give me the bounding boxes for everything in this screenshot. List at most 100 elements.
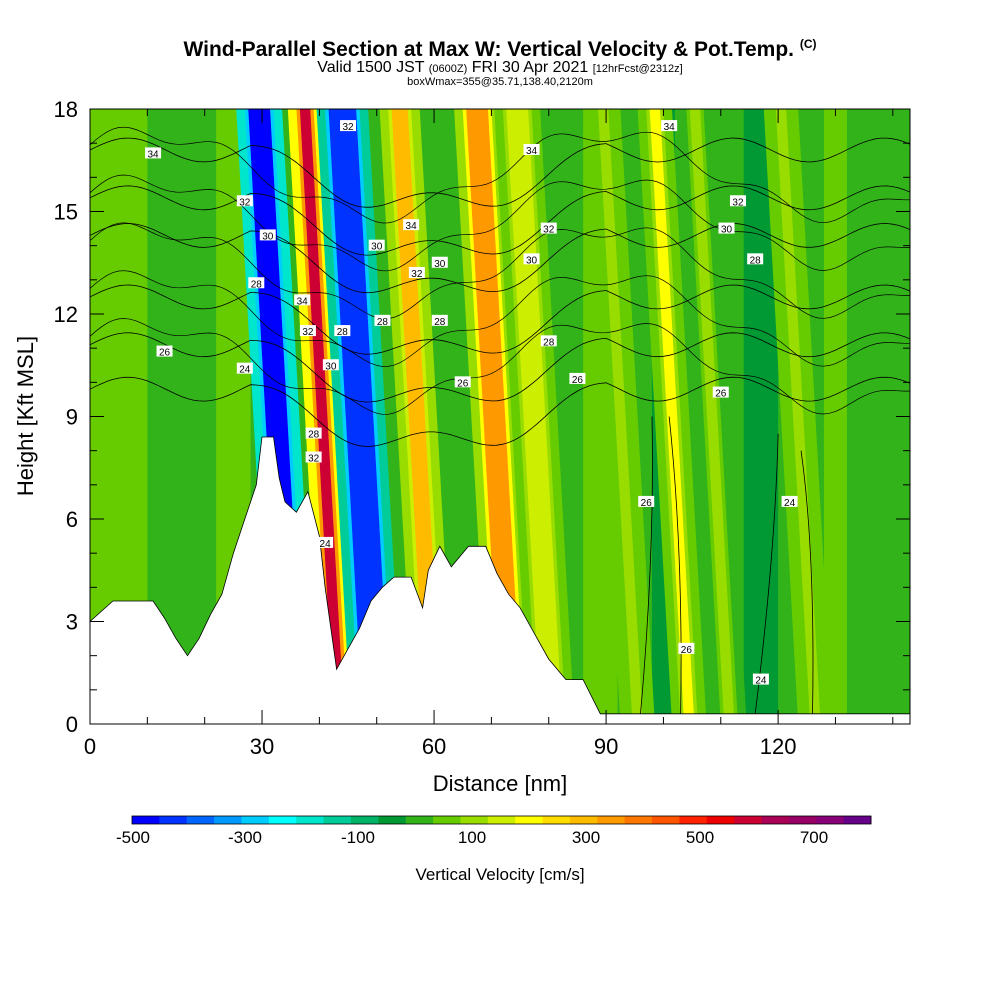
y-tick-label: 18 xyxy=(54,97,78,122)
theta-line-34 xyxy=(90,137,910,208)
contour-label-bg xyxy=(523,253,540,265)
contour-label-bg xyxy=(431,256,448,268)
contour-label: 28 xyxy=(308,430,320,441)
contour-label: 34 xyxy=(406,221,418,232)
colorbar-swatch xyxy=(569,816,598,824)
contour-label: 26 xyxy=(641,498,653,509)
colorbar-swatch xyxy=(214,816,242,824)
colorbar-swatch xyxy=(159,816,188,824)
velocity-band xyxy=(649,109,695,724)
colorbar-swatch xyxy=(296,816,325,824)
contour-label-bg xyxy=(661,120,678,132)
colorbar-swatch xyxy=(405,816,434,824)
contour-label: 32 xyxy=(302,327,314,338)
colorbar-swatch xyxy=(816,816,845,824)
box-info: boxWmax=355@35.71,138.40,2120m xyxy=(407,76,593,88)
contour-label: 28 xyxy=(251,279,263,290)
contour-label-bg xyxy=(248,277,265,289)
contour-label-bg xyxy=(368,239,385,251)
contour-label: 34 xyxy=(297,296,309,307)
y-axis-label: Height [Kft MSL] xyxy=(13,336,38,496)
contour-label: 32 xyxy=(342,122,354,133)
velocity-band xyxy=(689,109,735,724)
colorbar-tick-label: 300 xyxy=(572,828,600,847)
theta-line-32 xyxy=(90,185,910,256)
contour-label-bg xyxy=(236,195,253,207)
colorbar-tick-label: -500 xyxy=(116,828,150,847)
valid-prefix: Valid 1500 JST xyxy=(317,59,425,76)
theta-line-extra xyxy=(90,270,910,367)
theta-contours xyxy=(90,126,910,714)
x-tick-label: 0 xyxy=(84,734,96,759)
contour-label-bg xyxy=(569,372,586,384)
contour-label: 32 xyxy=(732,197,744,208)
colorbar-label: Vertical Velocity [cm/s] xyxy=(415,865,584,884)
contour-label: 24 xyxy=(784,498,796,509)
theta-line-vertical xyxy=(640,416,653,714)
contour-label: 24 xyxy=(239,365,251,376)
x-tick-label: 60 xyxy=(422,734,446,759)
theta-line-extra xyxy=(90,126,910,224)
contour-label-bg xyxy=(305,427,322,439)
colorbar-swatch xyxy=(624,816,653,824)
velocity-band xyxy=(598,109,643,724)
theta-line-vertical xyxy=(800,450,814,714)
colorbar-tick-label: 100 xyxy=(458,828,486,847)
contour-label-bg xyxy=(747,253,764,265)
theta-line-24 xyxy=(90,376,910,447)
velocity-band xyxy=(775,109,821,724)
contour-label-bg xyxy=(431,314,448,326)
contour-label-bg xyxy=(145,147,162,159)
y-tick-label: 12 xyxy=(54,302,78,327)
theta-line-vertical xyxy=(754,433,779,714)
colorbar-tick-label: -100 xyxy=(341,828,375,847)
theta-line-extra xyxy=(90,318,910,415)
y-tick-label: 15 xyxy=(54,200,78,225)
colorbar: -500 -300 -100 100 300 500 700 xyxy=(116,815,872,847)
colorbar-swatch xyxy=(378,816,407,824)
x-tick-label: 30 xyxy=(250,734,274,759)
contour-label: 28 xyxy=(337,327,349,338)
colorbar-swatch xyxy=(542,816,571,824)
contour-label: 26 xyxy=(457,378,469,389)
contour-label-bg xyxy=(317,536,334,548)
contour-label: 30 xyxy=(371,242,383,253)
colorbar-swatch xyxy=(132,816,160,824)
contour-label: 32 xyxy=(543,225,555,236)
colorbar-swatch xyxy=(679,816,708,824)
contour-label-bg xyxy=(294,294,311,306)
contour-label: 28 xyxy=(750,255,762,266)
contour-label-bg xyxy=(408,267,425,278)
velocity-band xyxy=(506,109,563,724)
contour-label: 34 xyxy=(664,122,676,133)
contour-label-bg xyxy=(752,673,769,685)
contour-label: 26 xyxy=(159,348,171,359)
valid-time-line: Valid 1500 JST (0600Z) FRI 30 Apr 2021 [… xyxy=(0,59,1000,77)
colorbar-swatch xyxy=(734,816,763,824)
contour-label: 28 xyxy=(434,317,446,328)
contour-label-bg xyxy=(403,219,420,231)
contour-label-bg xyxy=(340,120,357,132)
contour-label-bg xyxy=(718,222,735,234)
contour-label: 26 xyxy=(572,375,584,386)
terrain-profile xyxy=(90,436,910,724)
y-tick-label: 0 xyxy=(66,712,78,737)
colorbar-swatch xyxy=(460,816,489,824)
valid-utc: (0600Z) xyxy=(428,63,468,75)
y-tick-label: 6 xyxy=(66,507,78,532)
theta-line-26 xyxy=(90,332,910,403)
colorbar-swatch xyxy=(652,816,680,824)
colorbar-tick-label: 700 xyxy=(800,828,828,847)
colorbar-frame xyxy=(131,815,872,825)
velocity-band xyxy=(328,109,391,724)
contour-label: 30 xyxy=(721,225,733,236)
colorbar-swatch xyxy=(241,816,270,824)
contour-label-bg xyxy=(729,195,746,207)
contour-label: 28 xyxy=(543,337,555,348)
field-stripe xyxy=(823,109,847,724)
velocity-band xyxy=(466,109,523,724)
contour-label-bg xyxy=(540,335,557,347)
colorbar-swatch xyxy=(323,816,352,824)
axes: 0 30 60 90 120 0 3 6 9 12 15 18 xyxy=(54,97,910,759)
